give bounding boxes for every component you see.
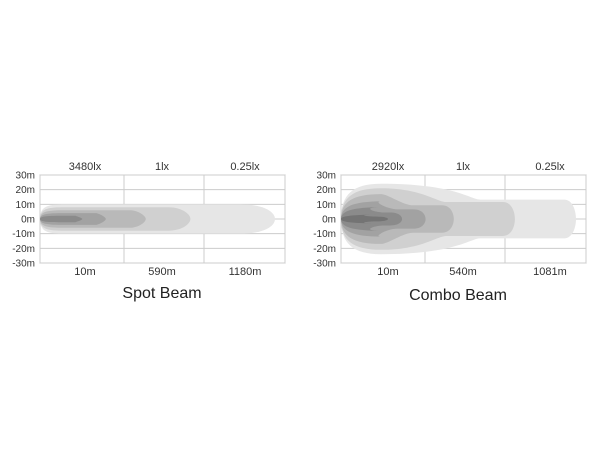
spot-beam-chart: 30m 20m 10m 0m -10m -20m -30m 3480lx 1lx 0.25lx 10…: [12, 161, 286, 302]
y-tick-label: 0m: [21, 215, 35, 226]
combo-beam-chart: 30m 20m 10m 0m -10m -20m -30m 2920lx 1lx 0.25lx 10…: [313, 161, 587, 304]
y-tick-label: -10m: [12, 229, 35, 240]
distance-label: 590m: [148, 266, 176, 278]
y-tick-label: 10m: [317, 200, 336, 211]
chart-title: Combo Beam: [409, 287, 507, 304]
y-tick-label: -30m: [12, 259, 35, 270]
y-tick-label: -10m: [313, 229, 336, 240]
y-tick-label: 20m: [16, 185, 35, 196]
distance-label: 540m: [449, 266, 477, 278]
beam-zone-6: [341, 214, 388, 224]
chart-title: Spot Beam: [122, 285, 201, 302]
distance-label: 1081m: [533, 266, 567, 278]
y-tick-label: 20m: [317, 185, 336, 196]
y-tick-label: 30m: [16, 171, 35, 182]
illuminance-label: 1lx: [456, 161, 471, 173]
y-tick-label: -20m: [313, 244, 336, 255]
illuminance-label: 0.25lx: [230, 161, 260, 173]
y-tick-label: 0m: [322, 215, 336, 226]
y-tick-label: -30m: [313, 259, 336, 270]
illuminance-label: 1lx: [155, 161, 170, 173]
distance-label: 1180m: [229, 266, 262, 278]
distance-label: 10m: [74, 266, 95, 278]
y-tick-label: -20m: [12, 244, 35, 255]
distance-label: 10m: [377, 266, 398, 278]
illuminance-label: 2920lx: [372, 161, 405, 173]
beam-zone-5: [40, 215, 83, 223]
y-tick-label: 30m: [317, 171, 336, 182]
illuminance-label: 0.25lx: [535, 161, 565, 173]
y-tick-label: 10m: [16, 200, 35, 211]
illuminance-label: 3480lx: [69, 161, 102, 173]
